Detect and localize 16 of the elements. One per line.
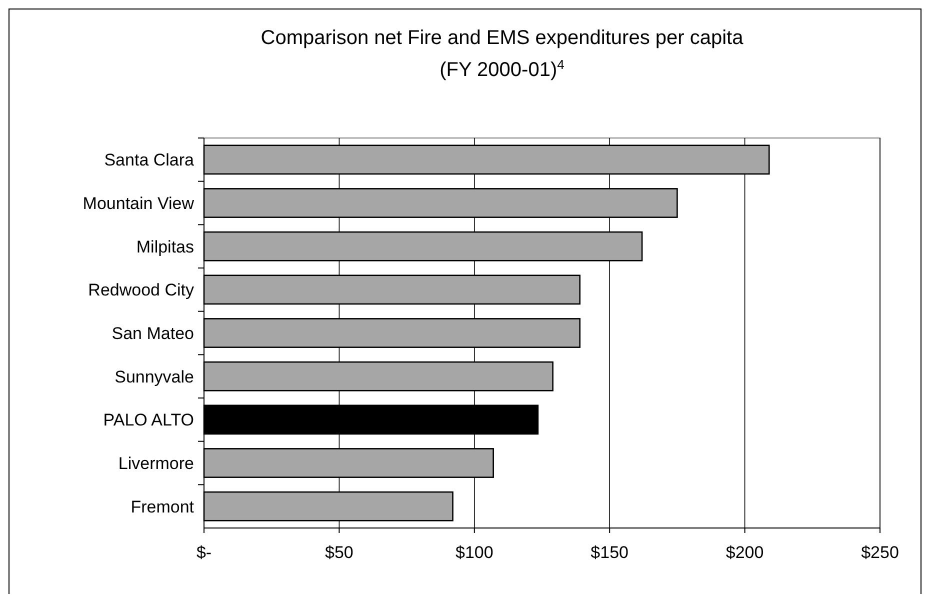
x-tick-label: $250 [861, 543, 899, 562]
x-tick-label: $- [196, 543, 212, 562]
x-tick-label: $100 [455, 543, 494, 562]
y-tick-label: Livermore [118, 454, 194, 473]
chart-title: Comparison net Fire and EMS expenditures per capita (FY 2000-01)$^{4}$ [260, 27, 744, 81]
x-tick-label: $200 [726, 543, 764, 562]
y-tick-label: Redwood City [88, 280, 194, 300]
y-tick-label: Fremont [130, 497, 194, 516]
x-tick-label: $150 [590, 543, 629, 562]
y-tick-label: Santa Clara [104, 150, 195, 170]
y-tick-label: PALO ALTO [103, 410, 194, 430]
y-tick-label: Mountain View [82, 194, 195, 213]
y-tick-label: Milpitas [136, 237, 194, 256]
y-tick-label: Sunnyvale [114, 367, 194, 386]
x-tick-label: $50 [325, 543, 354, 562]
y-tick-label: San Mateo [112, 324, 194, 343]
